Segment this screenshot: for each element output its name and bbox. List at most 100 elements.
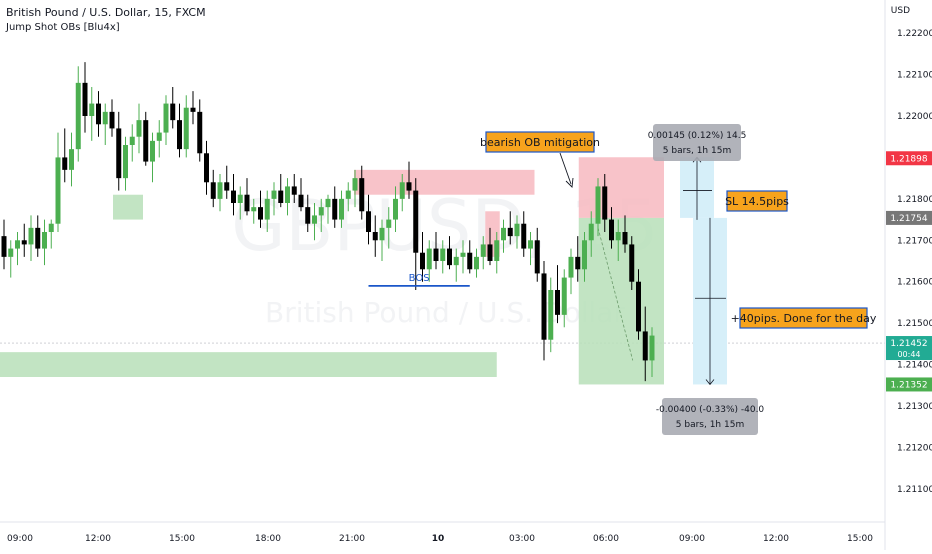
x-tick-label: 15:00 bbox=[847, 534, 873, 544]
measure-top-tag-line1: 0.00145 (0.12%) 14.5 bbox=[648, 131, 747, 141]
candle-body bbox=[440, 248, 446, 261]
candle-body bbox=[55, 157, 61, 224]
candle-body bbox=[541, 273, 547, 340]
watermark-name: British Pound / U.S. Dollar bbox=[265, 296, 625, 329]
candle-body bbox=[622, 232, 628, 245]
candle-body bbox=[291, 186, 297, 195]
price-tag-1 bbox=[886, 210, 932, 225]
candle-body bbox=[366, 211, 371, 232]
candle-body bbox=[264, 198, 270, 220]
candle-body bbox=[359, 178, 365, 212]
candle-body bbox=[96, 103, 101, 125]
candle-body bbox=[339, 198, 344, 220]
price-tag-3 bbox=[886, 377, 932, 392]
candle-body bbox=[129, 136, 135, 145]
trade-path-line bbox=[597, 227, 634, 361]
price-tag-label: 1.21452 bbox=[890, 339, 927, 349]
candle-body bbox=[190, 107, 196, 112]
chart-title: British Pound / U.S. Dollar, 15, FXCM bbox=[6, 6, 206, 19]
y-tick-label: 1.22000 bbox=[897, 112, 932, 122]
candle-body bbox=[251, 207, 257, 212]
bullish-ob-zone-large bbox=[0, 352, 497, 377]
candle-body bbox=[197, 111, 203, 154]
x-tick-label: 10 bbox=[432, 534, 445, 544]
candle-body bbox=[548, 290, 554, 340]
candle-body bbox=[582, 240, 587, 270]
candle-body bbox=[528, 240, 533, 249]
x-tick-label: 21:00 bbox=[339, 534, 365, 544]
y-tick-label: 1.21500 bbox=[897, 319, 932, 329]
y-tick-label: 1.21400 bbox=[897, 361, 932, 371]
candle-body bbox=[156, 132, 162, 141]
candle-body bbox=[474, 256, 479, 270]
x-tick-label: 06:00 bbox=[593, 534, 619, 544]
ob-mitigation-pointer bbox=[559, 152, 572, 185]
price-axis[interactable]: 1.22200 1.22100 1.22000 1.21800 1.21700 1.216… bbox=[884, 0, 932, 550]
candle-body bbox=[143, 120, 149, 162]
price-tag-sub: 00:44 bbox=[897, 350, 920, 359]
x-tick-label: 12:00 bbox=[85, 534, 111, 544]
candle-body bbox=[514, 223, 520, 237]
projection-boxes bbox=[680, 156, 727, 386]
candle-body bbox=[507, 227, 513, 237]
candle-body bbox=[568, 256, 574, 278]
candle-body bbox=[75, 82, 81, 150]
ob-mitigation-label: bearish OB mitigation bbox=[480, 136, 600, 149]
candle-body bbox=[136, 120, 142, 137]
x-tick-label: 09:00 bbox=[7, 534, 33, 544]
candle-body bbox=[595, 186, 601, 224]
candle-body bbox=[1, 236, 7, 257]
x-tick-label: 15:00 bbox=[169, 534, 195, 544]
candle-body bbox=[15, 240, 20, 249]
candle-body bbox=[379, 227, 385, 241]
time-axis[interactable]: 09:00 12:00 15:00 18:00 21:00 10 03:00 06:00 09:… bbox=[0, 521, 885, 544]
candle-body bbox=[447, 248, 452, 266]
candle-body bbox=[501, 227, 506, 241]
candle-body bbox=[244, 194, 250, 212]
candle-body bbox=[305, 207, 311, 224]
candle-body bbox=[345, 190, 351, 199]
candle-body bbox=[204, 153, 209, 183]
candles bbox=[1, 62, 655, 382]
candle-body bbox=[183, 107, 189, 150]
price-tag-label: 1.21754 bbox=[890, 214, 927, 224]
candle-body bbox=[393, 198, 398, 220]
y-tick-label: 1.21300 bbox=[897, 402, 932, 412]
x-tick-label: 09:00 bbox=[679, 534, 705, 544]
measure-top-tag-line2: 5 bars, 1h 15m bbox=[663, 146, 731, 156]
candle-body bbox=[312, 215, 317, 224]
candle-body bbox=[82, 82, 88, 116]
candle-body bbox=[487, 244, 493, 261]
price-tag-label: 1.21352 bbox=[890, 380, 927, 390]
bearish-ob-zone bbox=[354, 169, 535, 195]
candle-body bbox=[298, 194, 304, 208]
candle-body bbox=[426, 248, 432, 270]
candle-body bbox=[8, 248, 14, 257]
candle-body bbox=[467, 252, 473, 270]
candle-body bbox=[406, 182, 412, 191]
candle-body bbox=[453, 256, 459, 266]
measure-bottom-tag-line1: -0.00400 (-0.33%) -40.0 bbox=[656, 405, 765, 415]
bos-label: BOS bbox=[409, 273, 430, 284]
candle-body bbox=[109, 111, 115, 129]
bullish-ob-zone-small bbox=[113, 194, 143, 220]
candle-body bbox=[123, 145, 128, 179]
candle-body bbox=[163, 103, 169, 133]
candle-body bbox=[217, 182, 223, 199]
candle-body bbox=[102, 111, 108, 125]
candle-body bbox=[21, 240, 27, 245]
y-tick-label: 1.22200 bbox=[897, 29, 932, 39]
candle-body bbox=[372, 232, 378, 241]
candle-body bbox=[555, 290, 560, 315]
candle-body bbox=[116, 128, 122, 179]
indicator-label[interactable]: Jump Shot OBs [Blu4x] bbox=[6, 22, 120, 33]
y-tick-label: 1.21800 bbox=[897, 195, 932, 205]
y-tick-label: 1.21700 bbox=[897, 236, 932, 246]
candle-body bbox=[62, 157, 68, 170]
candle-body bbox=[231, 190, 236, 203]
candle-body bbox=[285, 186, 290, 203]
measure-top-tag-box bbox=[653, 124, 741, 161]
sl-label-box bbox=[726, 190, 788, 212]
